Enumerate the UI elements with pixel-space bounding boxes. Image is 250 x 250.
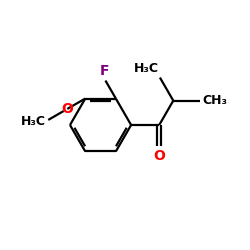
Text: H₃C: H₃C bbox=[21, 115, 46, 128]
Text: O: O bbox=[153, 149, 165, 163]
Text: F: F bbox=[100, 64, 109, 78]
Text: H₃C: H₃C bbox=[134, 62, 159, 74]
Text: CH₃: CH₃ bbox=[202, 94, 227, 107]
Text: O: O bbox=[61, 102, 73, 116]
